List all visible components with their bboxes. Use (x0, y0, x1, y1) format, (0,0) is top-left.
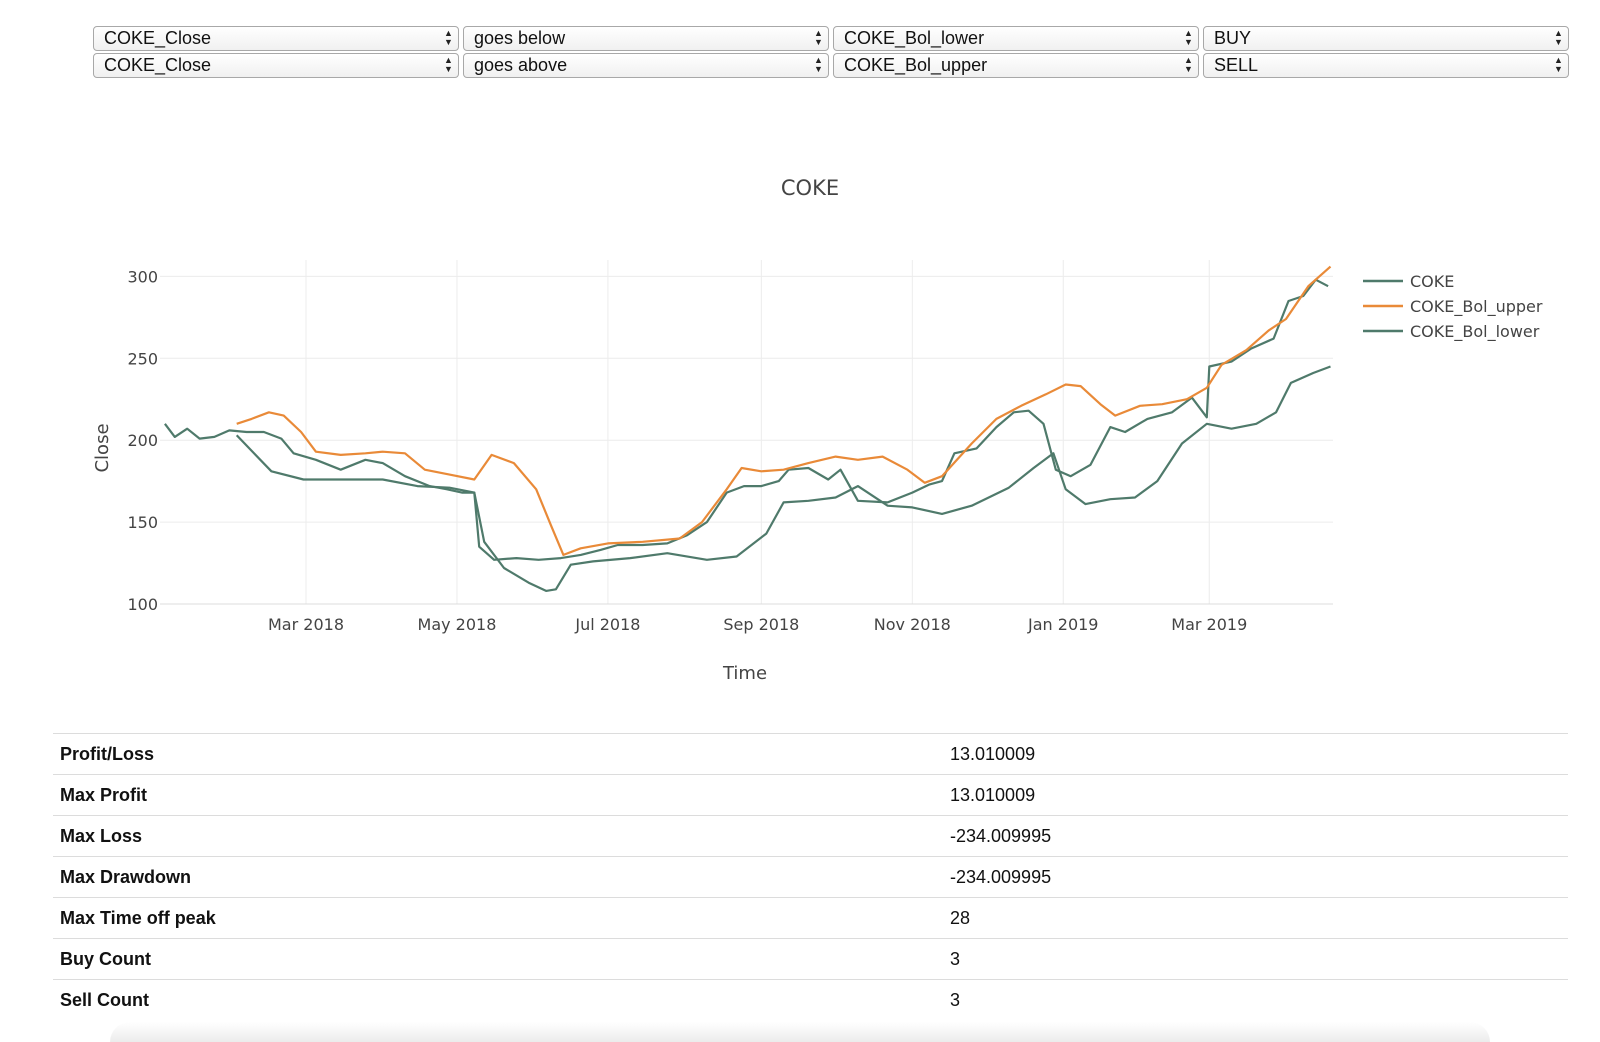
select-arrows-icon: ▲ ▼ (814, 55, 823, 74)
legend-label: COKE_Bol_upper (1410, 297, 1543, 317)
y-tick-labels: 100 150 200 250 300 (127, 267, 158, 614)
y-axis-label: Close (92, 423, 113, 472)
chart-legend[interactable]: COKE COKE_Bol_upper COKE_Bol_lower (1363, 272, 1543, 342)
legend-label: COKE_Bol_lower (1410, 322, 1540, 342)
sell-indicator-select[interactable]: COKE_Close ▲ ▼ (93, 53, 459, 78)
stat-value: 3 (943, 938, 1568, 980)
buy-condition-select[interactable]: goes below ▲ ▼ (463, 26, 829, 51)
table-row: Max Profit 13.010009 (53, 774, 1568, 816)
select-value: COKE_Close (104, 55, 212, 75)
sell-condition-select[interactable]: goes above ▲ ▼ (463, 53, 829, 78)
stat-label: Sell Count (53, 979, 943, 1020)
select-value: SELL (1214, 55, 1259, 75)
stat-label: Max Drawdown (53, 856, 943, 898)
table-row: Max Drawdown -234.009995 (53, 856, 1568, 898)
stat-value: -234.009995 (943, 815, 1568, 857)
select-arrows-icon: ▲ ▼ (444, 55, 453, 74)
buy-action-select[interactable]: BUY ▲ ▼ (1203, 26, 1569, 51)
series-line-coke-bol-upper (236, 265, 1332, 556)
sell-rule-row: COKE_Close ▲ ▼ goes above ▲ ▼ COKE_Bol_upper… (93, 53, 1569, 78)
stat-label: Profit/Loss (53, 733, 943, 775)
x-axis-label: Time (722, 663, 767, 684)
select-value: COKE_Close (104, 28, 212, 48)
select-arrows-icon: ▲ ▼ (1184, 55, 1193, 74)
table-row: Sell Count 3 (53, 979, 1568, 1020)
table-row: Max Loss -234.009995 (53, 815, 1568, 857)
stat-label: Max Loss (53, 815, 943, 857)
backtest-stats-table: Profit/Loss 13.010009 Max Profit 13.010009… (53, 733, 1568, 1020)
select-arrows-icon: ▲ ▼ (444, 28, 453, 47)
bottom-panel-edge (110, 1022, 1490, 1042)
stat-label: Max Profit (53, 774, 943, 816)
select-arrows-icon: ▲ ▼ (1554, 55, 1563, 74)
stat-value: 3 (943, 979, 1568, 1020)
x-tick-label: May 2018 (418, 615, 497, 634)
table-row: Max Time off peak 28 (53, 897, 1568, 939)
buy-target-select[interactable]: COKE_Bol_lower ▲ ▼ (833, 26, 1199, 51)
stat-label: Max Time off peak (53, 897, 943, 939)
y-tick-label: 150 (127, 513, 158, 532)
select-arrows-icon: ▲ ▼ (1554, 28, 1563, 47)
x-tick-labels: Mar 2018 May 2018 Jul 2018 Sep 2018 Nov 2018… (268, 615, 1247, 634)
x-tick-label: Jan 2019 (1027, 615, 1098, 634)
select-arrows-icon: ▲ ▼ (814, 28, 823, 47)
chart-series (164, 265, 1332, 592)
select-value: COKE_Bol_lower (844, 28, 985, 48)
series-line-coke-bol-lower (235, 365, 1331, 592)
stat-value: -234.009995 (943, 856, 1568, 898)
x-tick-label: Nov 2018 (874, 615, 951, 634)
y-tick-label: 100 (127, 595, 158, 614)
sell-action-select[interactable]: SELL ▲ ▼ (1203, 53, 1569, 78)
condition-selectors: COKE_Close ▲ ▼ goes below ▲ ▼ COKE_Bol_lower… (93, 26, 1569, 80)
stat-value: 13.010009 (943, 774, 1568, 816)
y-tick-label: 200 (127, 431, 158, 450)
x-tick-label: Sep 2018 (723, 615, 799, 634)
select-value: goes above (474, 55, 568, 75)
buy-indicator-select[interactable]: COKE_Close ▲ ▼ (93, 26, 459, 51)
stat-value: 13.010009 (943, 733, 1568, 775)
y-tick-label: 300 (127, 267, 158, 286)
chart-title: COKE (781, 176, 839, 200)
chart-grid (160, 260, 1333, 605)
table-row: Buy Count 3 (53, 938, 1568, 980)
table-row: Profit/Loss 13.010009 (53, 733, 1568, 775)
x-tick-label: Mar 2018 (268, 615, 344, 634)
select-value: COKE_Bol_upper (844, 55, 988, 75)
x-tick-label: Mar 2019 (1171, 615, 1247, 634)
select-value: BUY (1214, 28, 1252, 48)
sell-target-select[interactable]: COKE_Bol_upper ▲ ▼ (833, 53, 1199, 78)
stat-value: 28 (943, 897, 1568, 939)
select-value: goes below (474, 28, 566, 48)
buy-rule-row: COKE_Close ▲ ▼ goes below ▲ ▼ COKE_Bol_lower… (93, 26, 1569, 51)
stat-label: Buy Count (53, 938, 943, 980)
legend-label: COKE (1410, 272, 1454, 291)
series-line-coke (164, 278, 1329, 561)
price-chart[interactable]: COKE 100 150 200 250 300 Mar 2018 May 2018 Jul… (0, 150, 1600, 710)
select-arrows-icon: ▲ ▼ (1184, 28, 1193, 47)
y-tick-label: 250 (127, 349, 158, 368)
x-tick-label: Jul 2018 (574, 615, 640, 634)
